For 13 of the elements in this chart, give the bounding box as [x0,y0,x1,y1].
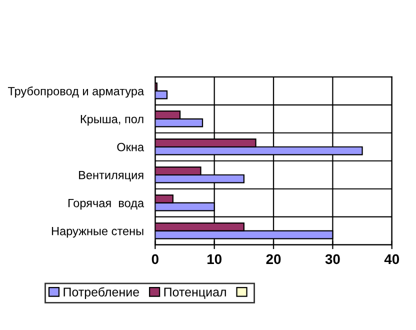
legend-label: Потенциал [164,288,226,299]
x-tick-label: 30 [325,254,340,264]
y-tick-label: Наружные стены [52,227,144,238]
x-tick-label: 20 [266,254,281,264]
y-tick-label: Вентиляция [79,171,144,182]
x-tick-label: 0 [152,254,158,264]
y-tick-label: Горячая вода [68,199,144,210]
y-tick-label: Трубопровод и арматура [8,86,144,98]
x-tick-label: 40 [384,254,400,264]
x-tick-label: 10 [207,254,222,264]
y-tick-label: Окна [117,142,144,152]
legend-label: Потребление [64,287,140,299]
y-tick-label: Крыша, пол [80,115,144,126]
